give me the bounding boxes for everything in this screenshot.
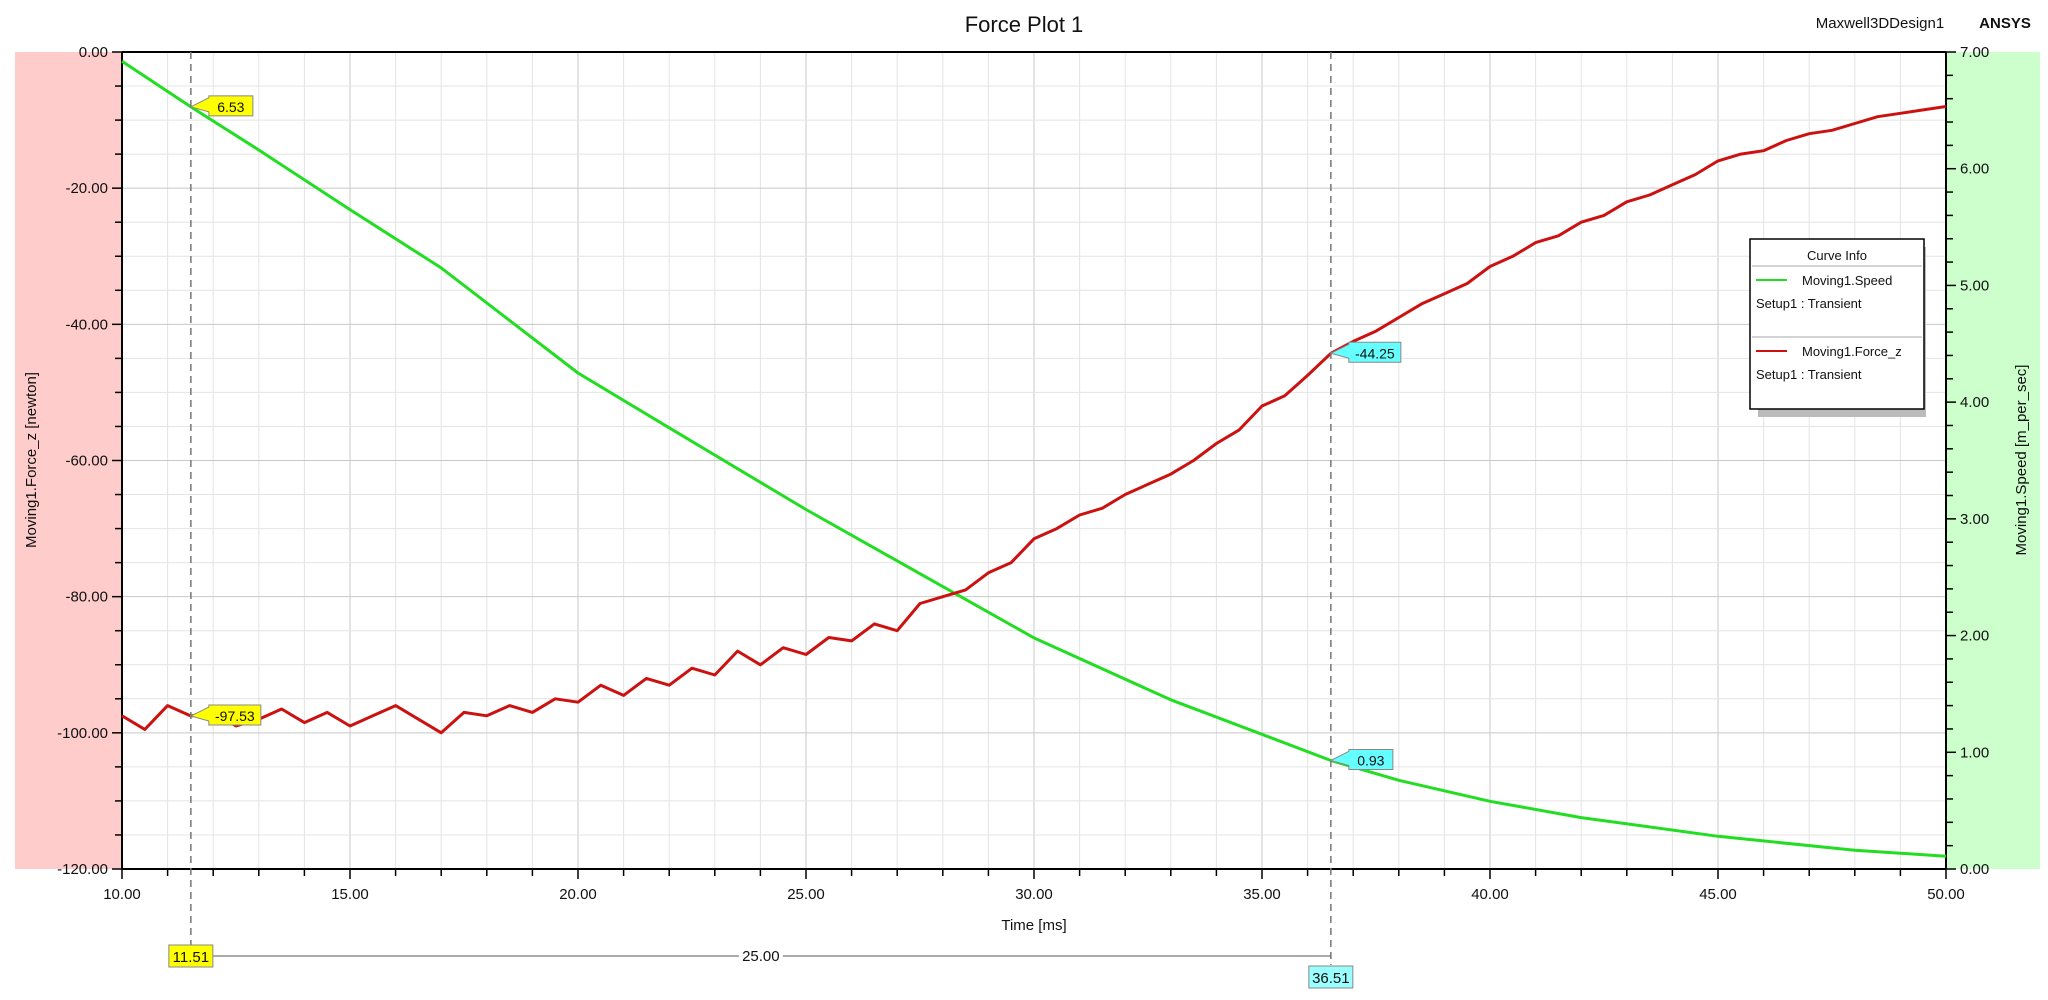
marker-speed-x2-value: 0.93 — [1357, 752, 1384, 768]
delta-label: 25.00 — [742, 948, 780, 965]
y-axis-label: Moving1.Force_z [newton] — [23, 372, 40, 548]
x-tick-label: 30.00 — [1015, 886, 1053, 903]
design-name: Maxwell3DDesign1 — [1816, 15, 1944, 32]
left-axis-band — [15, 52, 122, 869]
delta-bg — [738, 948, 783, 964]
legend-setup-force: Setup1 : Transient — [1756, 367, 1862, 382]
speed-line — [121, 60, 1947, 858]
marker-force-x2-value: -44.25 — [1355, 345, 1395, 361]
y2-tick-label: 2.00 — [1960, 628, 1989, 645]
marker-speed-x1-value: 6.53 — [217, 99, 244, 115]
marker-force-x1-value: -97.53 — [215, 708, 255, 724]
x-tick-label: 20.00 — [559, 886, 597, 903]
legend[interactable]: Curve Info Moving1.Speed Setup1 : Transi… — [1749, 238, 1926, 417]
y2-tick-label: 1.00 — [1960, 744, 1989, 761]
y-tick-label: -120.00 — [57, 861, 108, 878]
cursor-x1-box — [168, 944, 214, 968]
y2-tick-label: 4.00 — [1960, 394, 1989, 411]
y-tick-label: -20.00 — [65, 180, 108, 197]
x-tick-label: 10.00 — [103, 886, 141, 903]
cursor-x2-label: 36.51 — [1312, 970, 1350, 987]
plot-title: Force Plot 1 — [965, 12, 1084, 37]
force-line — [121, 105, 1947, 735]
marker-force-x1: -97.53 — [189, 704, 262, 726]
right-axis-band — [1946, 52, 2040, 869]
y2-tick-label: 6.00 — [1960, 161, 1989, 178]
y2-tick-label: 5.00 — [1960, 277, 1989, 294]
x-tick-label: 40.00 — [1471, 886, 1509, 903]
y-tick-label: -60.00 — [65, 453, 108, 470]
x-tick-label: 25.00 — [787, 886, 825, 903]
y2-tick-label: 0.00 — [1960, 861, 1989, 878]
y-tick-label: -100.00 — [57, 725, 108, 742]
y-tick-label: -80.00 — [65, 589, 108, 606]
y2-tick-label: 7.00 — [1960, 44, 1989, 61]
y-tick-label: 0.00 — [79, 44, 108, 61]
x-tick-label: 35.00 — [1243, 886, 1281, 903]
x-tick-label: 50.00 — [1927, 886, 1965, 903]
marker-speed-x1-box — [189, 95, 254, 117]
legend-entry-speed: Moving1.Speed — [1802, 273, 1892, 288]
y2-axis-label: Moving1.Speed [m_per_sec] — [2013, 365, 2030, 556]
legend-title: Curve Info — [1807, 248, 1867, 263]
x-tick-label: 15.00 — [331, 886, 369, 903]
marker-speed-x2: 0.93 — [1329, 748, 1394, 770]
marker-force-x1-box — [189, 704, 262, 726]
cursor-x1-label: 11.51 — [173, 949, 209, 966]
y2-tick-label: 3.00 — [1960, 511, 1989, 528]
x-tick-label: 45.00 — [1699, 886, 1737, 903]
legend-entry-force: Moving1.Force_z — [1802, 344, 1902, 359]
marker-speed-x2-box — [1329, 748, 1394, 770]
marker-force-x2: -44.25 — [1329, 341, 1402, 363]
marker-speed-x1: 6.53 — [189, 95, 254, 117]
legend-setup-speed: Setup1 : Transient — [1756, 296, 1862, 311]
marker-force-x2-box — [1329, 341, 1402, 363]
cursor-x2-box — [1308, 965, 1354, 989]
x-axis-label: Time [ms] — [1001, 917, 1066, 934]
ansys-logo: ANSYS — [1979, 15, 2031, 32]
y-tick-label: -40.00 — [65, 316, 108, 333]
